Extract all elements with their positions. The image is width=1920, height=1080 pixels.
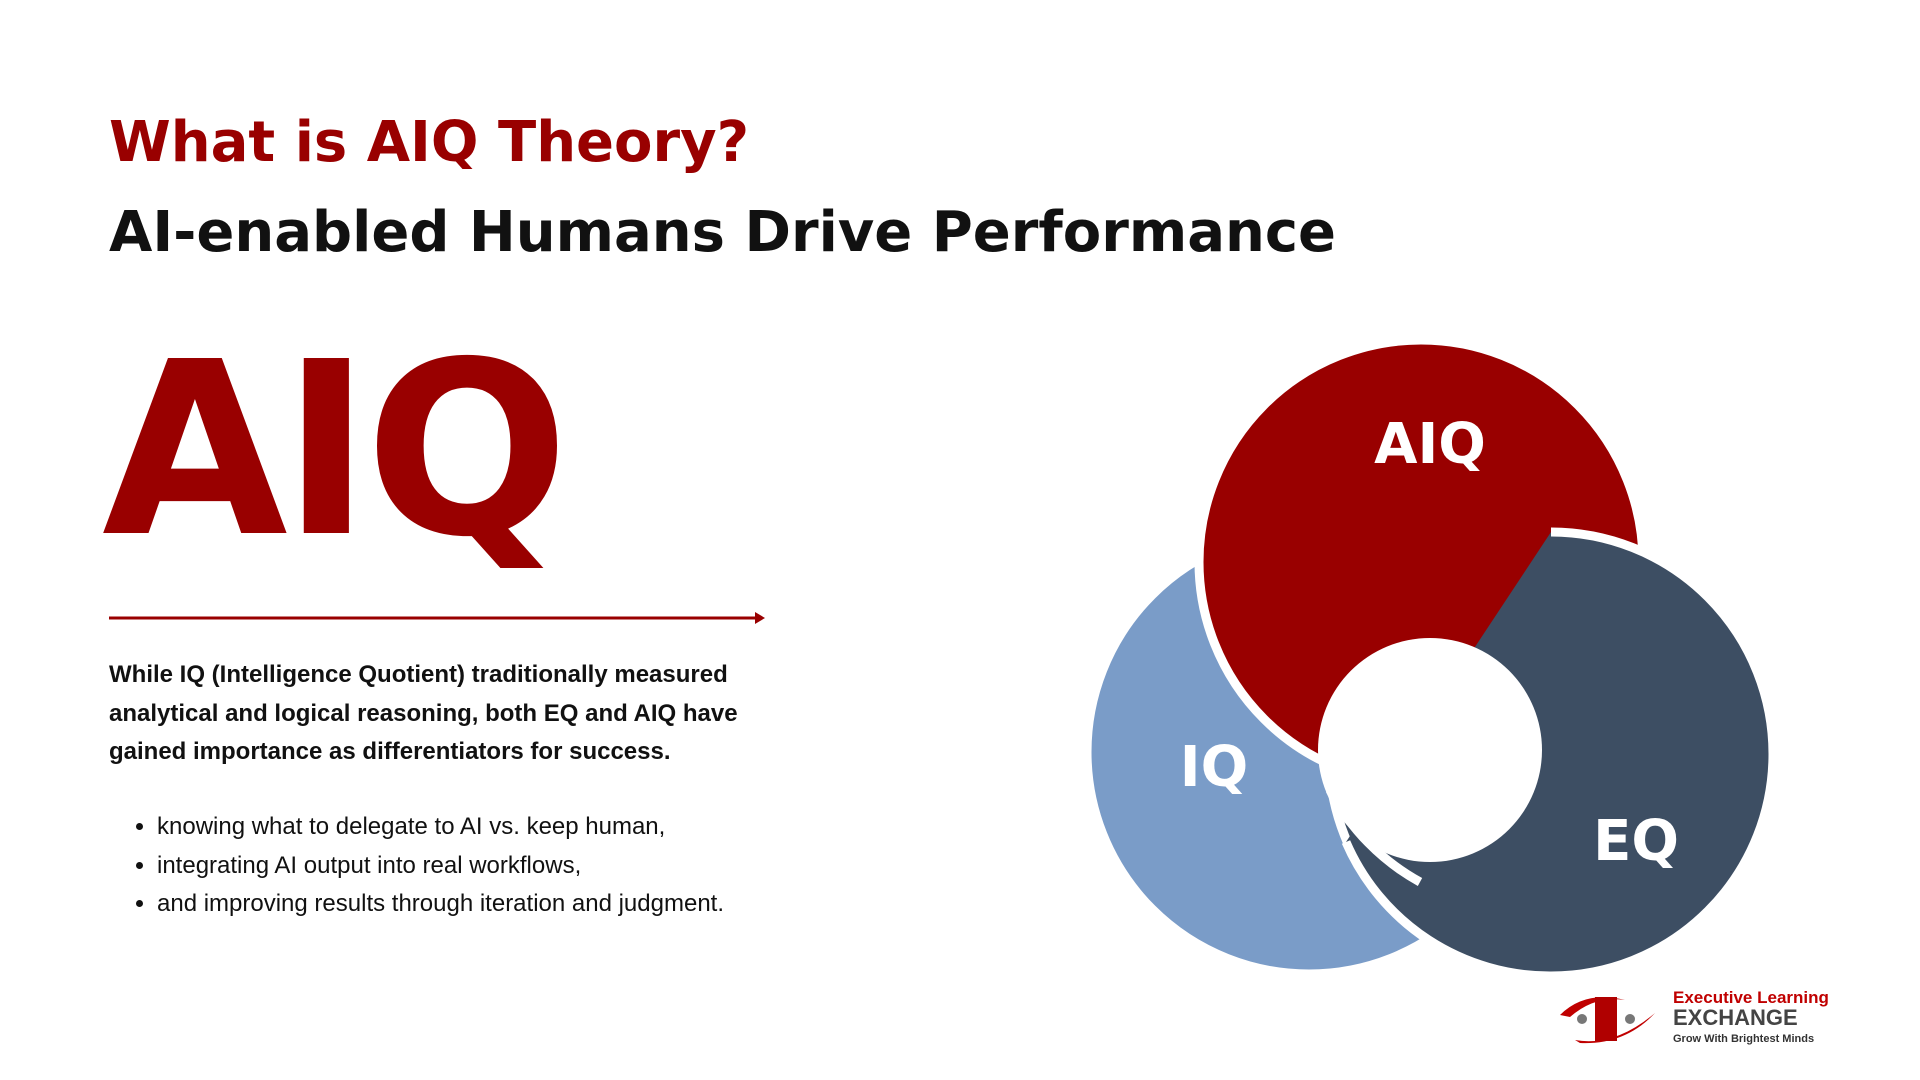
title: What is AIQ Theory?	[109, 110, 750, 175]
bullet: knowing what to delegate to AI vs. keep …	[157, 808, 724, 847]
bullet: integrating AI output into real workflow…	[157, 847, 724, 886]
paragraph: While IQ (Intelligence Quotient) traditi…	[109, 661, 738, 765]
logo-tagline: Grow With Brightest Minds	[1673, 1033, 1814, 1045]
subtitle: AI-enabled Humans Drive Performance	[109, 200, 1337, 265]
node-label: IQ	[1180, 735, 1248, 800]
logo-line1: Executive Learning	[1673, 988, 1829, 1007]
bullet-list: knowing what to delegate to AI vs. keep …	[135, 808, 724, 924]
venn-diagram: AIQ IQ EQ	[1082, 335, 1778, 981]
logo-line2: EXCHANGE	[1673, 1005, 1798, 1030]
node-label: EQ	[1593, 809, 1679, 874]
node-label: AIQ	[1374, 412, 1486, 477]
logo: Executive Learning EXCHANGE Grow With Br…	[1560, 988, 1829, 1045]
bullet: and improving results through iteration …	[157, 885, 724, 924]
hero-label: AIQ	[102, 310, 569, 590]
arrow	[109, 612, 765, 624]
